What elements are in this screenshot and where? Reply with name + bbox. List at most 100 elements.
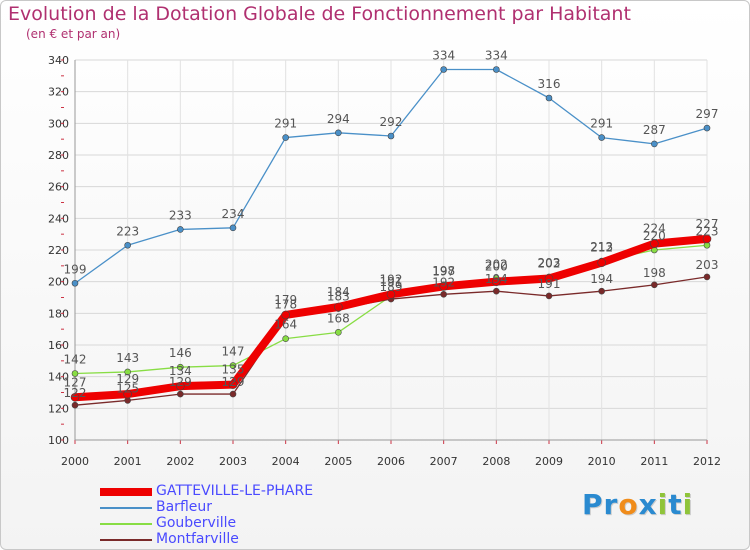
data-point <box>335 329 342 336</box>
x-tick-label: 2010 <box>588 455 616 468</box>
data-point <box>124 368 131 376</box>
data-point <box>598 134 605 141</box>
data-label: 191 <box>538 277 561 291</box>
data-point <box>493 66 500 73</box>
x-tick-label: 2012 <box>693 455 721 468</box>
data-label: 199 <box>64 262 87 276</box>
data-label: 134 <box>169 364 192 378</box>
data-label: 294 <box>327 112 350 126</box>
data-label: 213 <box>590 240 613 254</box>
data-point <box>335 129 342 137</box>
logo-letter: P <box>582 488 604 521</box>
data-label: 183 <box>327 290 350 304</box>
logo-letter: i <box>657 488 669 521</box>
data-label: 122 <box>64 386 87 400</box>
data-label: 192 <box>380 272 403 286</box>
data-point <box>650 239 659 248</box>
x-tick-label: 2008 <box>482 455 510 468</box>
data-point <box>440 66 447 73</box>
logo-letter: r <box>603 488 619 521</box>
y-tick-label: 220 <box>48 244 69 257</box>
data-point <box>439 282 448 291</box>
data-label: 227 <box>696 217 719 231</box>
y-tick-label: 160 <box>48 339 69 352</box>
data-point <box>124 241 131 249</box>
data-point <box>703 124 711 132</box>
data-label: 129 <box>116 372 139 386</box>
data-label: 223 <box>116 224 139 238</box>
data-label: 189 <box>380 280 403 294</box>
data-point <box>703 273 711 281</box>
data-point <box>71 401 79 409</box>
data-label: 287 <box>643 123 666 137</box>
data-label: 224 <box>643 222 666 236</box>
y-tick-label: 120 <box>48 402 69 415</box>
data-point <box>651 140 658 148</box>
data-point <box>71 279 79 287</box>
data-label: 200 <box>485 260 508 274</box>
data-point <box>282 134 289 141</box>
logo-letter: o <box>618 488 639 521</box>
data-label: 203 <box>538 256 561 270</box>
data-label: 168 <box>327 311 350 325</box>
data-point <box>387 132 395 140</box>
y-tick-label: 340 <box>48 54 69 67</box>
x-tick-label: 2007 <box>430 455 458 468</box>
data-point <box>597 258 606 267</box>
data-label: 291 <box>590 117 613 131</box>
x-tick-label: 2003 <box>219 455 247 468</box>
data-label: 135 <box>222 363 245 377</box>
data-label: 179 <box>274 293 297 307</box>
chart-subtitle: (en € et par an) <box>26 27 121 41</box>
data-label: 233 <box>169 208 192 222</box>
logo-letter: t <box>668 488 683 521</box>
data-label: 142 <box>64 353 87 367</box>
data-point <box>545 94 553 102</box>
data-label: 334 <box>485 49 508 63</box>
data-label: 220 <box>643 229 666 243</box>
y-tick-label: 260 <box>48 181 69 194</box>
legend-label-montfarville: Montfarville <box>156 531 239 547</box>
data-label: 192 <box>432 275 455 289</box>
data-point <box>440 291 447 298</box>
x-tick-label: 2004 <box>272 455 300 468</box>
data-point <box>386 290 396 299</box>
legend-label-barfleur: Barfleur <box>156 499 212 515</box>
data-label: 178 <box>274 298 297 312</box>
y-tick-label: 180 <box>48 307 69 320</box>
data-point <box>281 310 290 320</box>
legend-label-gouberville: Gouberville <box>156 515 237 531</box>
data-point <box>229 224 237 232</box>
data-label: 197 <box>432 264 455 278</box>
data-point <box>493 287 500 295</box>
x-tick-label: 2009 <box>535 455 563 468</box>
x-tick-label: 2006 <box>377 455 405 468</box>
data-label: 147 <box>222 345 245 359</box>
data-label: 146 <box>169 346 192 360</box>
data-label: 291 <box>274 117 297 131</box>
data-label: 125 <box>116 381 139 395</box>
data-point <box>544 274 554 283</box>
data-point <box>598 287 605 295</box>
data-point <box>282 335 289 342</box>
data-label: 202 <box>538 257 561 271</box>
data-label: 191 <box>380 275 403 289</box>
y-tick-label: 140 <box>48 371 69 384</box>
data-label: 202 <box>485 258 508 272</box>
data-label: 194 <box>590 272 613 286</box>
y-tick-label: 280 <box>48 149 69 162</box>
x-tick-label: 2001 <box>114 455 142 468</box>
data-label: 127 <box>64 375 87 389</box>
data-label: 223 <box>696 224 719 238</box>
data-label: 198 <box>643 266 666 280</box>
logo-letter: i <box>682 488 694 521</box>
data-label: 164 <box>274 318 297 332</box>
data-label: 203 <box>696 258 719 272</box>
data-label: 194 <box>485 272 508 286</box>
x-tick-label: 2005 <box>324 455 352 468</box>
y-tick-label: 240 <box>48 212 69 225</box>
data-point <box>177 390 184 398</box>
data-point <box>702 234 712 244</box>
data-label: 297 <box>696 107 719 121</box>
data-label: 292 <box>380 115 403 129</box>
